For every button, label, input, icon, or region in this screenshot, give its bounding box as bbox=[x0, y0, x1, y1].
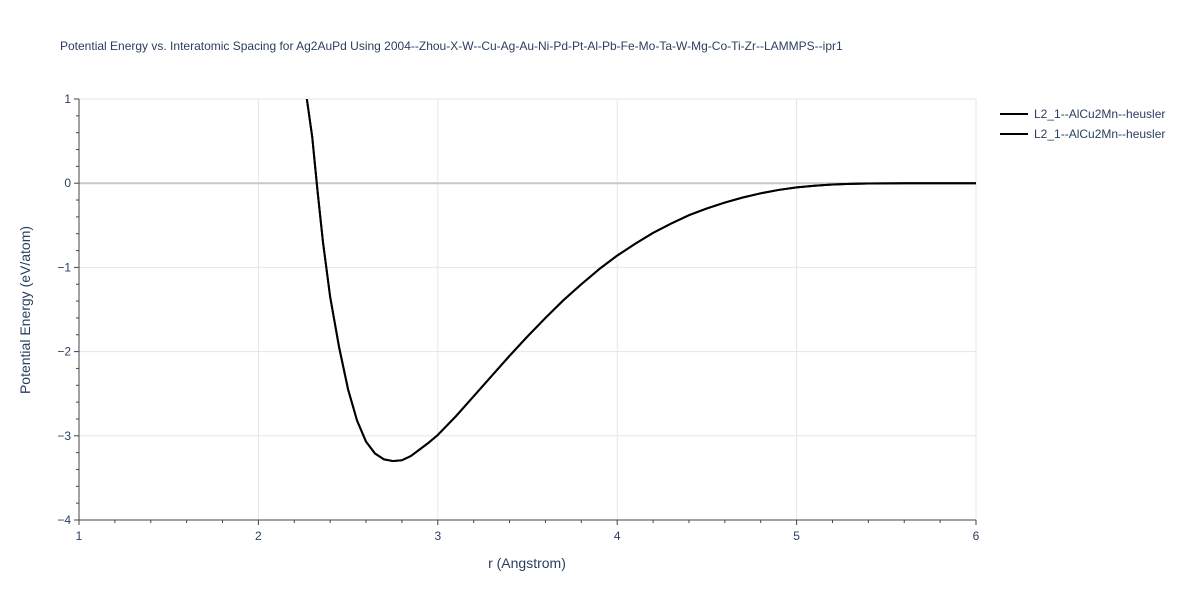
x-tick-label: 2 bbox=[255, 529, 262, 543]
series-lines bbox=[305, 99, 976, 463]
x-tick-label: 3 bbox=[434, 529, 441, 543]
x-tick-label: 6 bbox=[973, 529, 980, 543]
legend-label: L2_1--AlCu2Mn--heusler bbox=[1034, 107, 1165, 121]
x-tick-label: 4 bbox=[614, 529, 621, 543]
x-tick-label: 1 bbox=[76, 529, 83, 543]
series-line bbox=[305, 99, 976, 463]
y-tick-label: −3 bbox=[57, 429, 71, 443]
series-line bbox=[305, 99, 976, 463]
chart-title: Potential Energy vs. Interatomic Spacing… bbox=[60, 39, 843, 53]
y-axis-title: Potential Energy (eV/atom) bbox=[17, 226, 33, 394]
y-tick-label: −1 bbox=[57, 260, 71, 274]
grid-lines bbox=[79, 98, 977, 520]
y-tick-label: −2 bbox=[57, 345, 71, 359]
y-tick-label: 0 bbox=[64, 176, 71, 190]
x-tick-label: 5 bbox=[793, 529, 800, 543]
y-tick-label: 1 bbox=[64, 92, 71, 106]
axes bbox=[74, 98, 977, 525]
legend-label: L2_1--AlCu2Mn--heusler bbox=[1034, 127, 1165, 141]
legend: L2_1--AlCu2Mn--heusler L2_1--AlCu2Mn--heu… bbox=[1000, 107, 1165, 141]
y-tick-label: −4 bbox=[57, 513, 71, 527]
x-axis-title: r (Angstrom) bbox=[488, 555, 566, 571]
tick-labels: 1 2 3 4 5 6 1 0 −1 −2 −3 −4 bbox=[57, 92, 979, 543]
